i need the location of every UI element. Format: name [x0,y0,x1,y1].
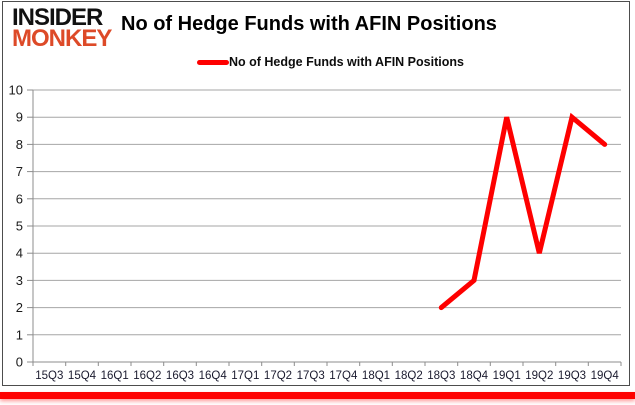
svg-text:17Q2: 17Q2 [264,370,292,382]
insider-monkey-logo: INSIDER MONKEY [12,6,122,51]
svg-text:19Q3: 19Q3 [558,370,586,382]
svg-text:7: 7 [16,164,23,179]
svg-text:17Q4: 17Q4 [329,370,358,382]
svg-text:16Q2: 16Q2 [133,370,161,382]
svg-text:19Q4: 19Q4 [591,370,620,382]
svg-text:16Q3: 16Q3 [166,370,194,382]
logo-monkey-text: MONKEY [12,25,112,52]
svg-text:19Q2: 19Q2 [525,370,553,382]
svg-text:17Q1: 17Q1 [231,370,259,382]
svg-text:16Q1: 16Q1 [101,370,129,382]
svg-text:5: 5 [16,219,23,234]
legend: No of Hedge Funds with AFIN Positions [197,55,464,69]
svg-text:4: 4 [16,246,23,261]
svg-text:6: 6 [16,191,23,206]
svg-text:1: 1 [16,327,23,342]
svg-text:18Q1: 18Q1 [362,370,390,382]
svg-text:19Q1: 19Q1 [493,370,521,382]
svg-text:3: 3 [16,273,23,288]
logo-insider-text: INSIDER [12,4,103,31]
bottom-red-bar [0,392,635,399]
legend-line-swatch [197,59,229,65]
legend-label: No of Hedge Funds with AFIN Positions [229,55,464,69]
svg-text:15Q4: 15Q4 [68,370,97,382]
svg-text:15Q3: 15Q3 [35,370,63,382]
svg-text:10: 10 [9,83,23,98]
svg-text:9: 9 [16,110,23,125]
svg-text:17Q3: 17Q3 [297,370,325,382]
svg-text:18Q3: 18Q3 [427,370,455,382]
svg-text:2: 2 [16,300,23,315]
chart-title: No of Hedge Funds with AFIN Positions [121,13,497,35]
svg-text:18Q4: 18Q4 [460,370,489,382]
svg-text:18Q2: 18Q2 [395,370,423,382]
svg-text:16Q4: 16Q4 [199,370,228,382]
svg-text:0: 0 [16,355,23,370]
svg-text:8: 8 [16,137,23,152]
